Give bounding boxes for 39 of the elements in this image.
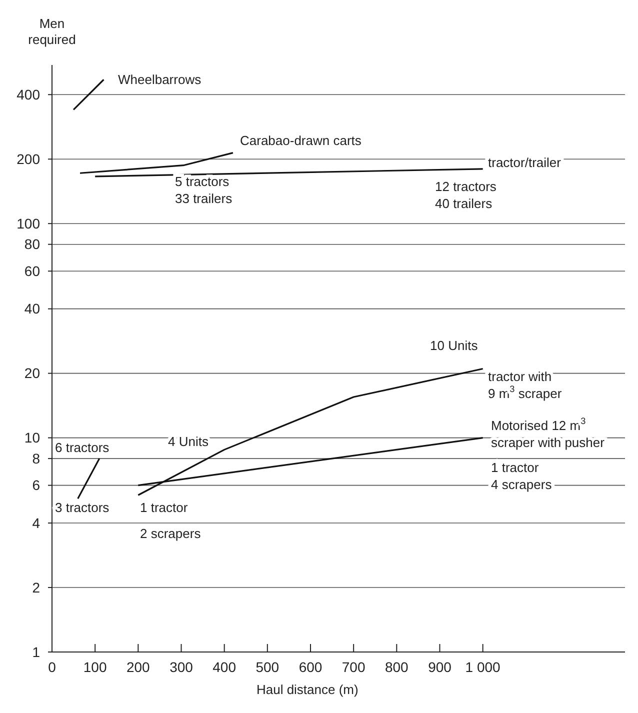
y-axis-title: Men required [28, 16, 76, 47]
y-tick-label: 100 [16, 215, 40, 232]
annotation: 2 scrapers [140, 526, 202, 542]
x-tick-label: 1 000 [465, 659, 501, 675]
y-tick-label: 60 [24, 263, 40, 280]
line-series [137, 368, 484, 496]
y-tick-label: 2 [32, 579, 40, 596]
x-tick-label: 800 [384, 659, 409, 675]
x-tick-label: 900 [428, 659, 452, 675]
x-tick-label: 600 [298, 659, 322, 675]
x-tick-label: 500 [256, 659, 280, 675]
x-tick-label: 400 [212, 659, 236, 675]
x-tick-label: 100 [83, 659, 107, 675]
x-tick-label: 700 [342, 659, 366, 675]
annotation: 4 Units [168, 434, 209, 450]
annotation: Carabao-drawn carts [240, 133, 362, 148]
y-tick-label: 4 [32, 514, 40, 531]
annotation: Wheelbarrows [118, 72, 202, 88]
x-tick-label: 300 [170, 659, 194, 675]
x-tick-label: 200 [126, 659, 150, 675]
y-tick-label: 6 [32, 477, 40, 494]
y-tick-label: 40 [24, 300, 40, 317]
y-tick-label: 8 [32, 450, 40, 466]
y-tick-label: 200 [16, 151, 40, 168]
annotation: 3 tractors [55, 500, 110, 516]
annotation: 1 tractor [140, 500, 188, 516]
annotation: Motorised 12 m$^{3}$ scraper with pusher [491, 416, 606, 450]
annotation: 12 tractors 40 trailers [435, 179, 497, 212]
y-tick-label: 1 [32, 644, 40, 660]
annotation: tractor/trailer [488, 155, 562, 170]
x-axis-title: Haul distance (m) [256, 682, 358, 697]
annotation: 6 tractors [55, 440, 110, 456]
y-tick-label: 20 [24, 365, 40, 382]
x-tick-label: 0 [48, 659, 56, 675]
y-tick-label: 10 [24, 430, 40, 446]
annotation: 10 Units [430, 338, 478, 354]
y-tick-label: 80 [24, 236, 40, 252]
annotation: 5 tractors 33 trailers [175, 174, 233, 206]
y-tick-label: 400 [16, 86, 40, 103]
